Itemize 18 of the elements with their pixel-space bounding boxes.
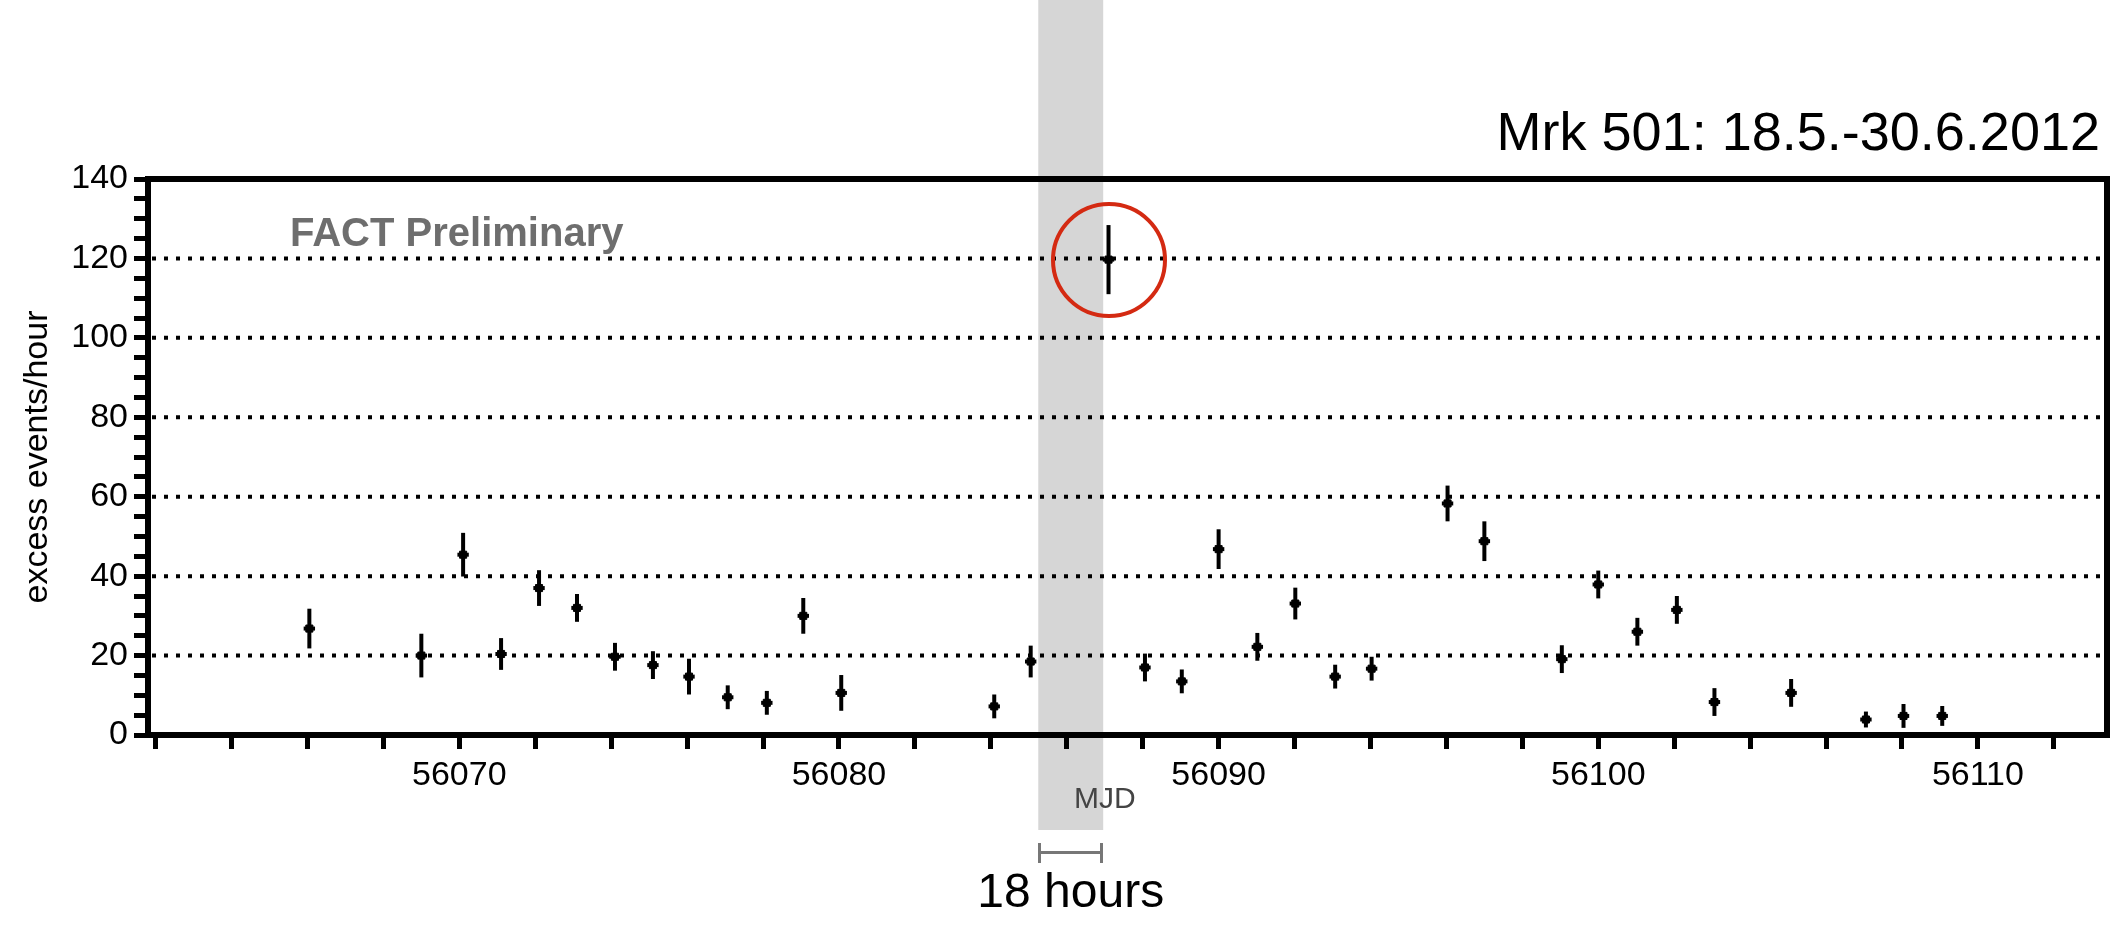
x-axis-title: MJD: [1073, 781, 1136, 815]
y-tick-label: 40: [90, 554, 128, 593]
x-tick-label: 56110: [1931, 753, 2024, 792]
chart-title: Mrk 501: 18.5.-30.6.2012: [1496, 101, 2100, 161]
band-label: 18 hours: [977, 864, 1165, 918]
y-tick-label: 0: [109, 713, 128, 752]
y-tick-label: 20: [90, 633, 128, 672]
y-axis-title: excess events/hour: [16, 310, 55, 604]
y-tick-label: 80: [90, 395, 128, 434]
x-tick-label: 56070: [412, 753, 507, 792]
y-tick-label: 120: [71, 236, 128, 275]
y-tick-label: 60: [90, 475, 128, 514]
annotation: FACT Preliminary: [290, 210, 625, 255]
x-tick-label: 56090: [1171, 753, 1266, 792]
x-tick-label: 56080: [791, 753, 887, 792]
y-tick-label: 140: [71, 157, 128, 196]
y-tick-label: 100: [71, 316, 128, 355]
x-tick-label: 56100: [1550, 753, 1646, 792]
